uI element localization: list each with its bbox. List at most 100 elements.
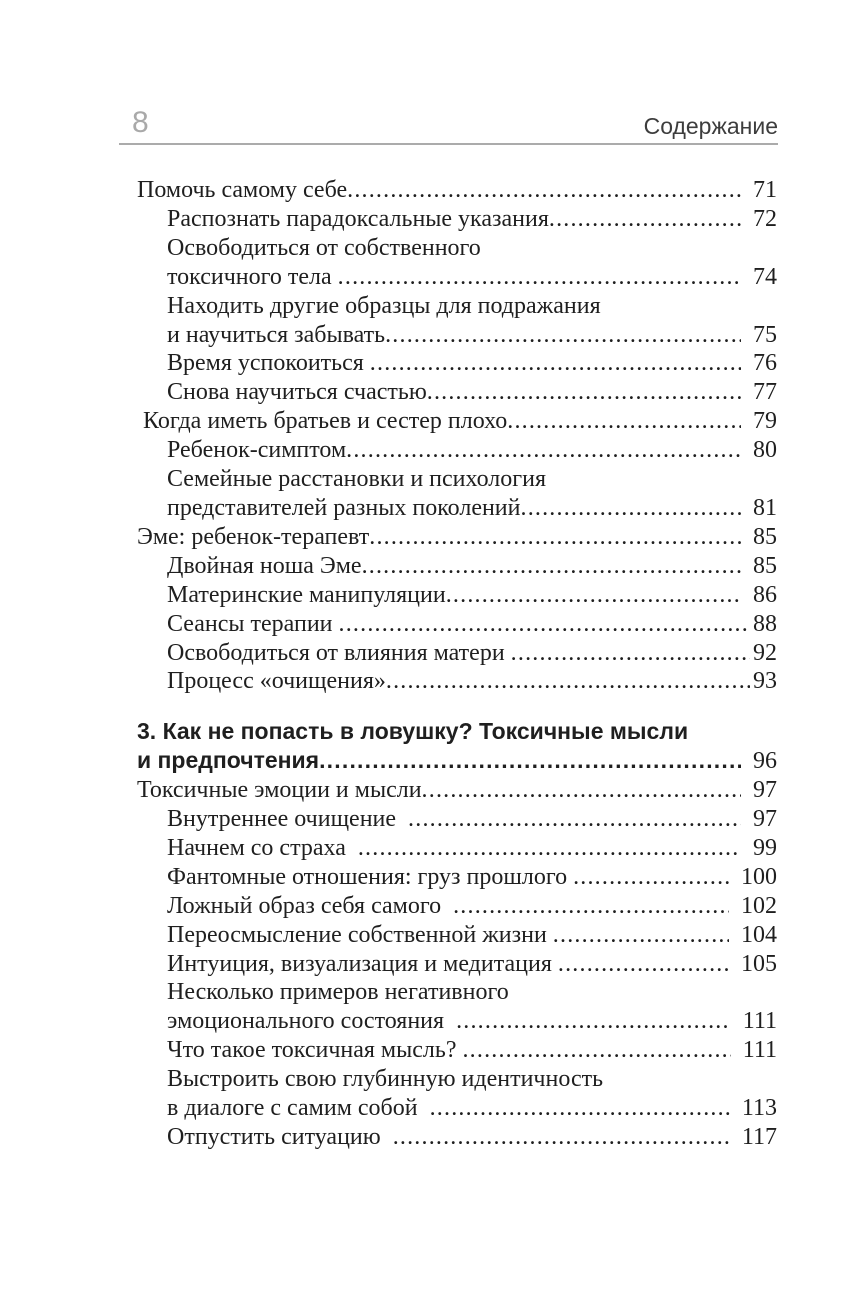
toc-entry-title: Семейные расстановки и психология <box>167 466 546 493</box>
toc-entry: Начнем со страха 99 <box>119 834 777 863</box>
dot-leader <box>558 950 729 979</box>
toc-entry-title: Материнские манипуляции <box>167 581 446 608</box>
toc-entry-page: 102 <box>741 892 777 919</box>
toc-entry: Снова научиться счастью 77 <box>119 378 777 407</box>
toc-entry-title: Сеансы терапии <box>167 610 339 637</box>
toc-entry-title: эмоционального состояния <box>167 1008 457 1035</box>
toc-entry-page: 105 <box>741 950 777 977</box>
dot-leader <box>408 805 741 834</box>
toc-entry-page: 113 <box>741 1095 777 1122</box>
dot-leader <box>386 667 750 696</box>
toc-entry-title: в диалоге с самим собой <box>167 1095 430 1122</box>
toc-entry-title: 3. Как не попасть в ловушку? Токсичные м… <box>137 718 689 745</box>
toc-entry-title: и предпочтения <box>137 747 320 774</box>
toc-entry-page: 76 <box>753 350 777 377</box>
toc-entry: Фантомные отношения: груз прошлого 100 <box>119 863 777 892</box>
toc-entry-title: Помочь самому себе <box>137 177 348 203</box>
dot-leader <box>507 407 741 436</box>
toc-entry: Токсичные эмоции и мысли 97 <box>119 776 777 805</box>
header-title: Содержание <box>643 112 778 139</box>
toc-entry-title: Внутреннее очищение <box>167 806 409 833</box>
toc-entry: Ребенок-симптом 80 <box>119 436 777 465</box>
toc-entry: Эме: ребенок-терапевт 85 <box>119 523 777 552</box>
toc-entry-page: 79 <box>753 408 777 435</box>
toc-entry: Освободиться от собственного <box>119 234 777 263</box>
toc-entry: Время успокоиться 76 <box>119 349 777 378</box>
toc-entry: Ложный образ себя самого 102 <box>119 892 777 921</box>
toc-entry-title: Время успокоиться <box>167 350 370 377</box>
toc-entry-page: 72 <box>753 205 777 232</box>
page-number: 8 <box>132 106 149 139</box>
toc-entry-title: Освободиться от собственного <box>167 234 481 261</box>
toc-entry-title: Когда иметь братьев и сестер плохо <box>137 408 508 435</box>
page-header: 8 Содержание <box>119 0 778 145</box>
toc-entry-page: 77 <box>753 379 777 406</box>
toc-entry-title: представителей разных поколений <box>167 494 521 521</box>
dot-leader <box>430 1094 730 1123</box>
toc-entry-title: Переосмысление собственной жизни <box>167 921 553 948</box>
dot-leader <box>462 1036 730 1065</box>
toc-entry-title: Находить другие образцы для подражания <box>167 292 601 319</box>
toc-entry: Находить другие образцы для подражания <box>119 292 777 321</box>
toc-entry-title: Ложный образ себя самого <box>167 892 454 919</box>
dot-leader <box>511 639 750 668</box>
toc-entry-title: Интуиция, визуализация и медитация <box>167 950 558 977</box>
dot-leader <box>369 523 741 552</box>
toc-entry-page: 99 <box>753 834 777 861</box>
toc-entry: представителей разных поколений 81 <box>119 494 777 523</box>
toc-entry-page: 117 <box>741 1124 777 1150</box>
dot-leader <box>573 863 729 892</box>
toc-entry: Несколько примеров негативного <box>119 978 777 1007</box>
dot-leader <box>370 349 741 378</box>
dot-leader <box>347 176 741 205</box>
toc-entry-page: 86 <box>753 581 777 608</box>
toc-entry-page: 111 <box>742 1037 777 1064</box>
toc-entry-page: 85 <box>753 552 777 579</box>
dot-leader <box>319 746 741 775</box>
dot-leader <box>346 436 741 465</box>
toc-entry-page: 81 <box>753 494 777 521</box>
toc-entry: Что такое токсичная мысль? 111 <box>119 1036 777 1065</box>
toc-entry: Когда иметь братьев и сестер плохо 79 <box>119 407 777 436</box>
dot-leader <box>338 263 741 292</box>
toc-entry-title: Токсичные эмоции и мысли <box>137 777 422 804</box>
toc-entry-page: 92 <box>753 639 777 666</box>
toc-entry-page: 96 <box>753 748 777 775</box>
toc-entry-title: Фантомные отношения: груз прошлого <box>167 863 574 890</box>
dot-leader <box>453 892 729 921</box>
toc-entry-page: 75 <box>753 321 777 348</box>
toc-entry-page: 97 <box>753 777 777 804</box>
toc-entry-page: 71 <box>753 177 777 203</box>
toc-entry-title: токсичного тела <box>167 263 338 290</box>
toc-entry: Процесс «очищения» 93 <box>119 667 777 696</box>
toc-entry: Интуиция, визуализация и медитация 105 <box>119 950 777 979</box>
toc-entry-page: 85 <box>753 523 777 550</box>
dot-leader <box>358 834 741 863</box>
toc-entry-page: 104 <box>741 921 777 948</box>
toc-entry-title: и научиться забывать <box>167 321 386 348</box>
toc-entry-title: Выстроить свою глубинную идентичность <box>167 1066 604 1093</box>
toc-entry: токсичного тела 74 <box>119 263 777 292</box>
toc-entry-title: Снова научиться счастью <box>167 379 427 406</box>
toc-entry-title: Ребенок-симптом <box>167 437 347 464</box>
dot-leader <box>553 921 729 950</box>
toc-entry-page: 97 <box>753 806 777 833</box>
toc-entry: 3. Как не попасть в ловушку? Токсичные м… <box>119 717 777 746</box>
toc-entry: Распознать парадоксальные указания 72 <box>119 205 777 234</box>
toc-entry-page: 74 <box>753 263 777 290</box>
dot-leader <box>549 205 741 234</box>
toc-entry: Отпустить ситуацию 117 <box>119 1123 777 1152</box>
dot-leader <box>385 321 741 350</box>
toc-entry-title: Что такое токсичная мысль? <box>167 1037 463 1064</box>
toc-entry: и предпочтения 96 <box>119 746 777 776</box>
toc-entry-page: 80 <box>753 437 777 464</box>
dot-leader <box>362 552 741 581</box>
toc-entry: Семейные расстановки и психология <box>119 465 777 494</box>
toc-entry-title: Двойная ноша Эме <box>167 552 362 579</box>
dot-leader <box>427 378 741 407</box>
toc-entry-title: Процесс «очищения» <box>167 668 386 695</box>
toc-entry: Выстроить свою глубинную идентичность <box>119 1065 777 1094</box>
toc-entry: в диалоге с самим собой 113 <box>119 1094 777 1123</box>
